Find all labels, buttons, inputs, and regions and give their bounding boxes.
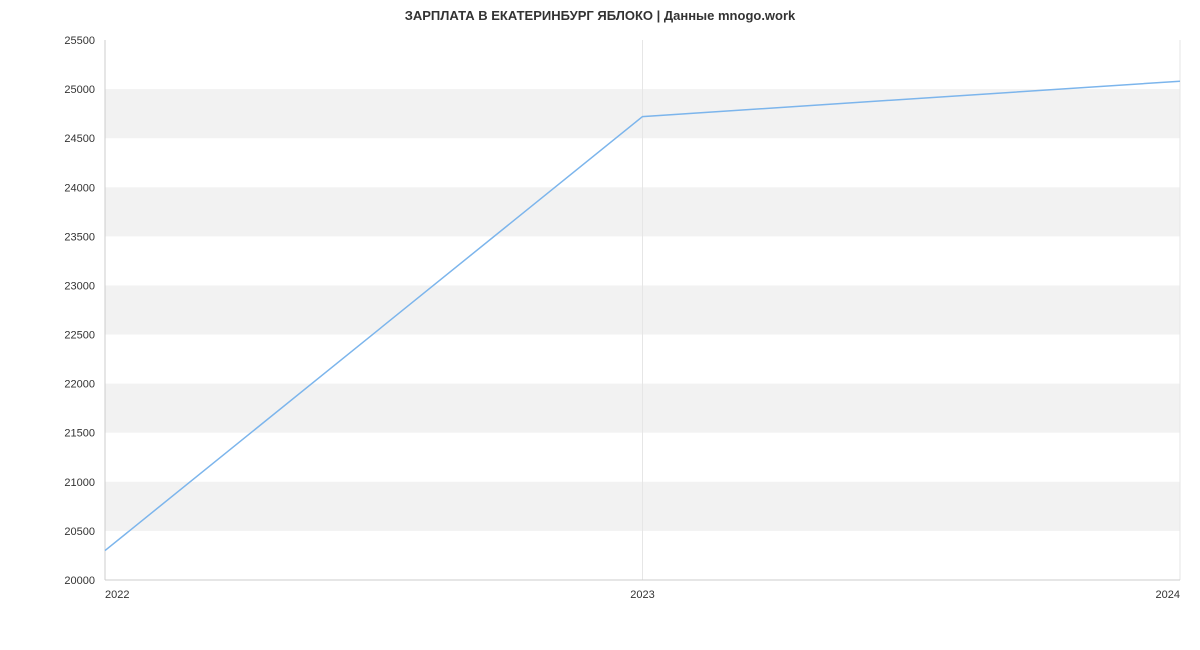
y-tick-label: 24000 [64,182,95,194]
y-tick-label: 24500 [64,133,95,145]
x-tick-label: 2024 [1156,589,1180,601]
y-tick-label: 22000 [64,379,95,391]
x-tick-label: 2023 [630,589,654,601]
y-tick-label: 25500 [64,35,95,47]
y-tick-label: 23000 [64,280,95,292]
y-tick-label: 22500 [64,330,95,342]
y-tick-label: 21500 [64,428,95,440]
y-tick-label: 20500 [64,526,95,538]
y-tick-label: 20000 [64,575,95,587]
chart-svg: 20000 20500 21000 21500 22000 22500 23000 23500… [0,0,1200,650]
y-tick-label: 25000 [64,84,95,96]
line-chart: ЗАРПЛАТА В ЕКАТЕРИНБУРГ ЯБЛОКО | Данные … [0,0,1200,650]
x-tick-label: 2022 [105,589,129,601]
y-tick-label: 21000 [64,477,95,489]
y-tick-label: 23500 [64,231,95,243]
